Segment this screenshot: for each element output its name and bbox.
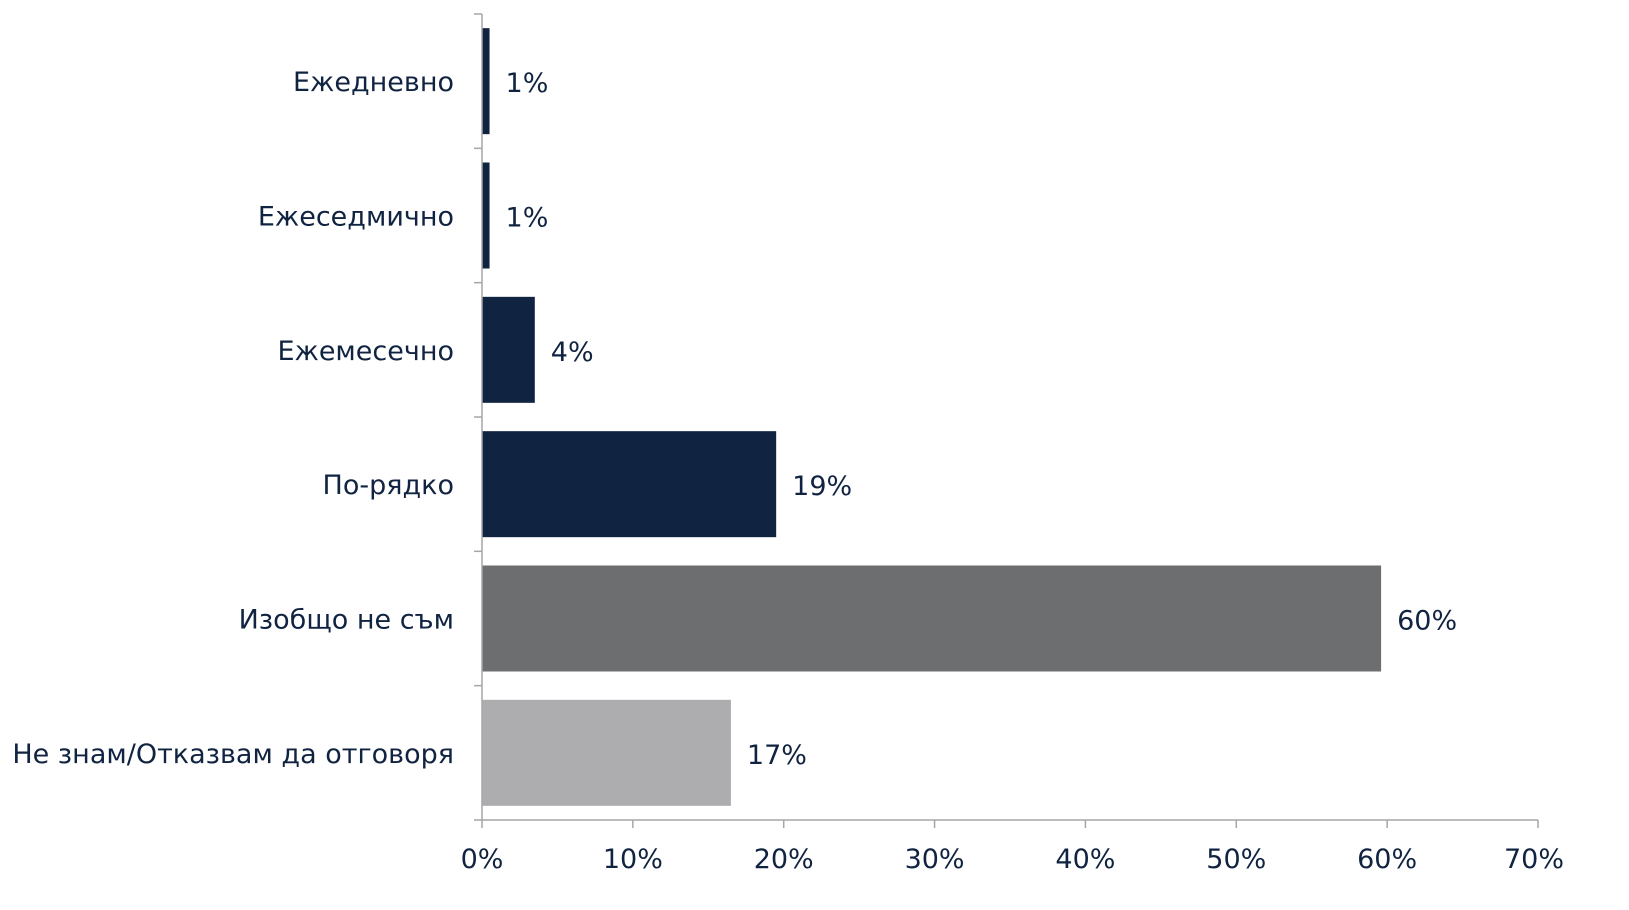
- bar-5: [482, 699, 731, 806]
- x-tick-label-2: 20%: [754, 844, 814, 875]
- x-tick-label-7: 70%: [1504, 844, 1564, 875]
- category-label-5: Не знам/Отказвам да отговоря: [12, 739, 454, 770]
- category-label-0: Ежедневно: [293, 67, 454, 98]
- bar-3: [482, 431, 777, 538]
- labels-layer: Ежедневно 1% Ежеседмично 1% Ежемесечно 4% По-р…: [12, 67, 1564, 875]
- bar-1: [482, 162, 490, 269]
- bar-4: [482, 565, 1382, 672]
- bars-layer: [482, 28, 1382, 806]
- category-label-2: Ежемесечно: [277, 336, 454, 367]
- data-label-2: 4%: [551, 337, 594, 368]
- data-label-5: 17%: [747, 740, 807, 771]
- category-label-4: Изобщо не съм: [239, 605, 454, 636]
- bar-0: [482, 28, 490, 135]
- x-tick-label-6: 60%: [1357, 844, 1417, 875]
- data-label-3: 19%: [792, 471, 852, 502]
- data-label-0: 1%: [506, 68, 549, 99]
- x-tick-label-0: 0%: [461, 844, 504, 875]
- data-label-1: 1%: [506, 203, 549, 234]
- data-label-4: 60%: [1397, 606, 1457, 637]
- x-tick-label-3: 30%: [905, 844, 965, 875]
- bar-2: [482, 296, 535, 403]
- axis-layer: [474, 13, 1539, 828]
- x-tick-label-1: 10%: [603, 844, 663, 875]
- x-tick-label-5: 50%: [1206, 844, 1266, 875]
- category-label-1: Ежеседмично: [258, 202, 454, 233]
- category-label-3: По-рядко: [323, 470, 454, 501]
- x-tick-label-4: 40%: [1055, 844, 1115, 875]
